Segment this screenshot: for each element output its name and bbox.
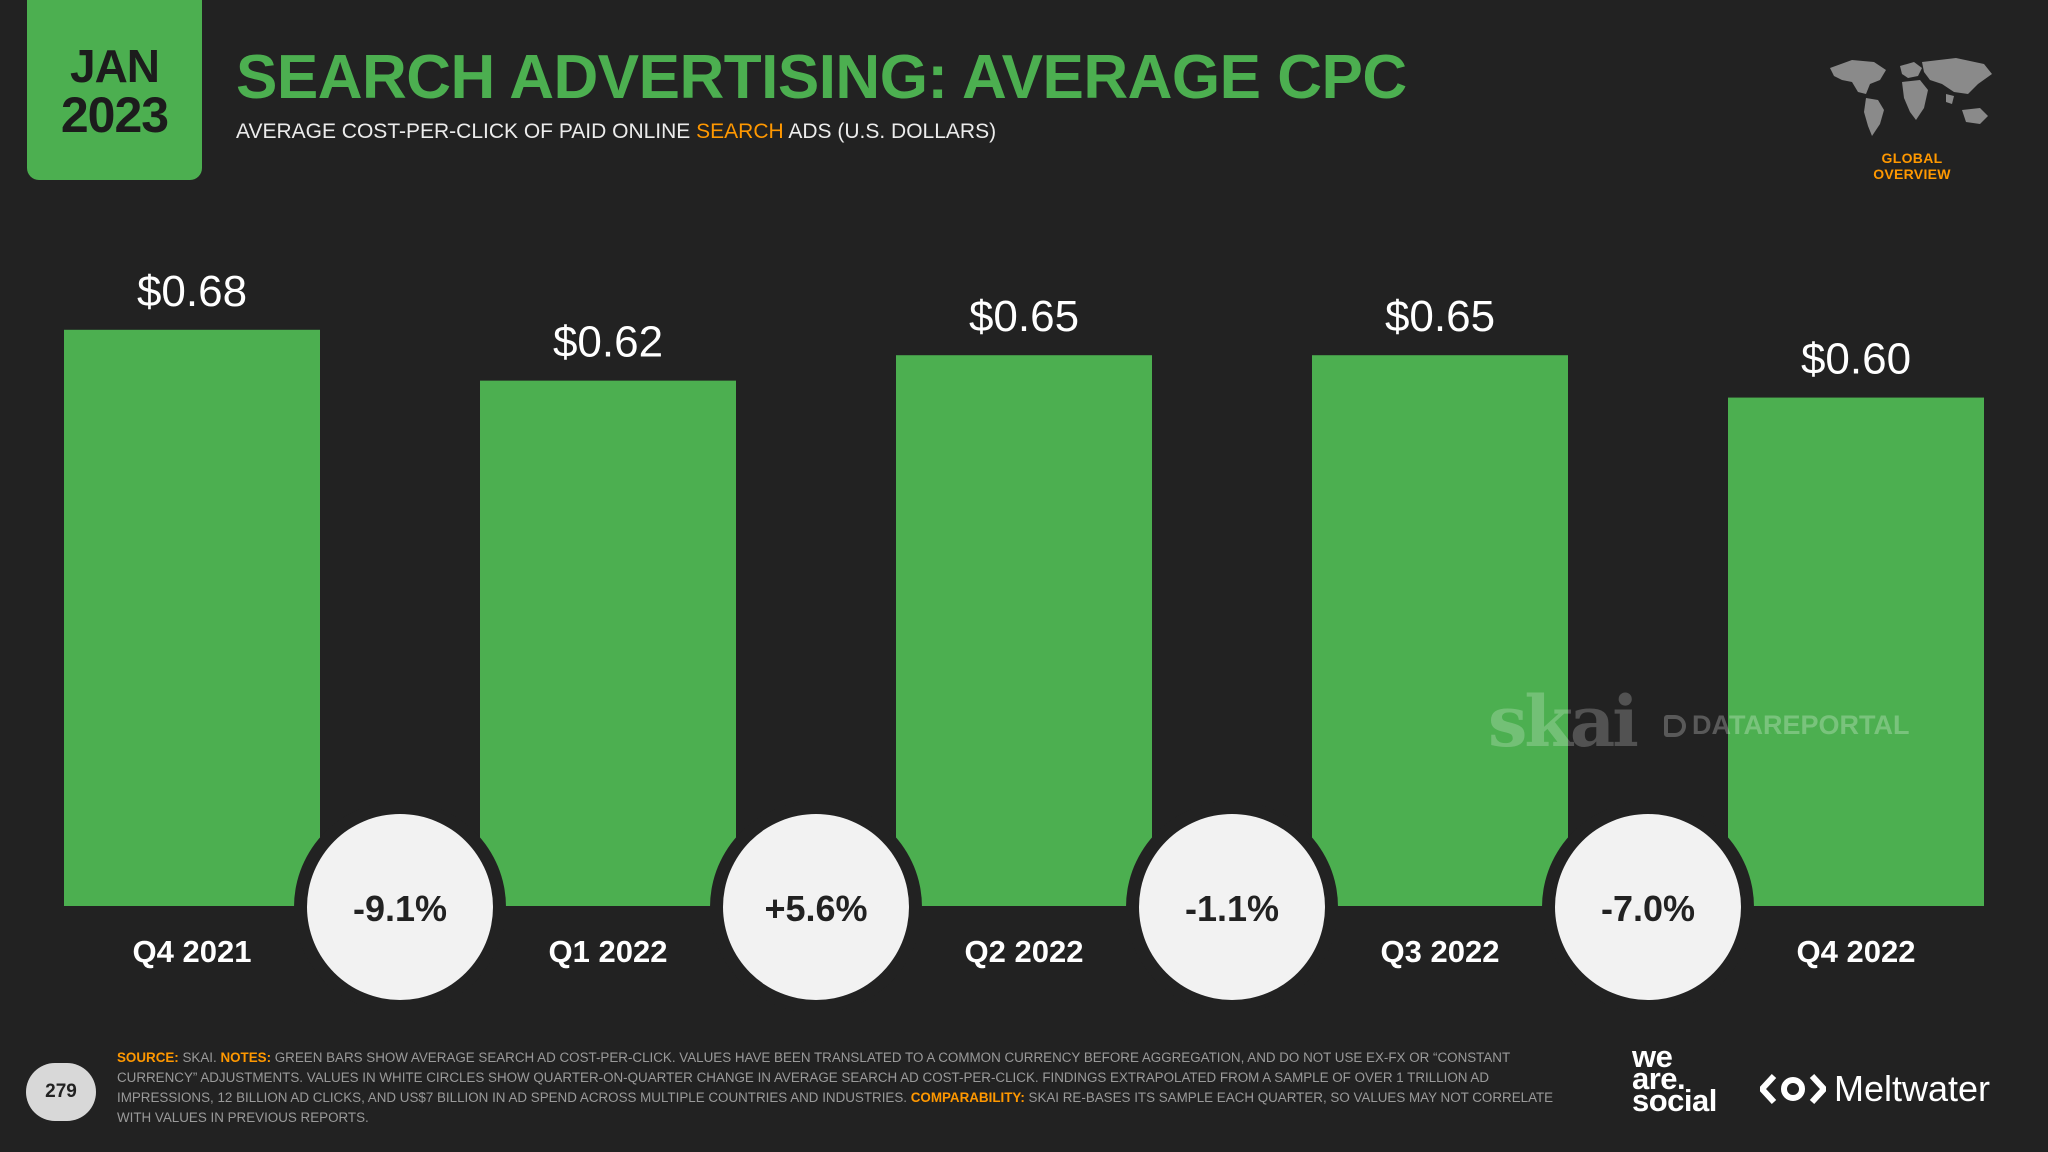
we-are-social-logo: we are. social bbox=[1632, 1039, 1717, 1118]
bar bbox=[1312, 355, 1568, 906]
bar bbox=[480, 380, 736, 906]
bar-value-label: $0.60 bbox=[1801, 335, 1911, 384]
date-month: JAN bbox=[69, 40, 160, 93]
subtitle-highlight: SEARCH bbox=[696, 120, 784, 143]
brand-are: are. bbox=[1632, 1061, 1686, 1096]
skai-watermark: skai bbox=[1488, 680, 1639, 763]
notes-text: GREEN BARS SHOW AVERAGE SEARCH AD COST-P… bbox=[117, 1050, 1510, 1105]
change-label: -9.1% bbox=[353, 888, 447, 929]
meltwater-logo: Meltwater bbox=[1760, 1068, 1990, 1110]
page-number: 279 bbox=[26, 1063, 96, 1121]
bar bbox=[1728, 397, 1984, 906]
brand-meltwater: Meltwater bbox=[1834, 1068, 1991, 1109]
category-label: Q4 2021 bbox=[133, 934, 252, 969]
change-label: +5.6% bbox=[764, 888, 867, 929]
comparability-key: COMPARABILITY: bbox=[910, 1090, 1025, 1105]
source-key: SOURCE: bbox=[117, 1050, 179, 1065]
bar-value-label: $0.65 bbox=[969, 292, 1079, 341]
change-circle bbox=[1139, 814, 1325, 1000]
page-title: SEARCH ADVERTISING: AVERAGE CPC bbox=[236, 43, 1407, 112]
page-subtitle: AVERAGE COST-PER-CLICK OF PAID ONLINE SE… bbox=[236, 120, 996, 144]
subtitle-post: ADS (U.S. DOLLARS) bbox=[783, 120, 997, 143]
section-label: GLOBAL OVERVIEW bbox=[1873, 150, 1951, 182]
footnote: SOURCE: SKAI. NOTES: GREEN BARS SHOW AVE… bbox=[117, 1048, 1577, 1128]
category-label: Q4 2022 bbox=[1797, 934, 1916, 969]
bar-value-label: $0.65 bbox=[1385, 292, 1495, 341]
notes-key: NOTES: bbox=[220, 1050, 272, 1065]
bar bbox=[896, 355, 1152, 906]
bar-value-label: $0.62 bbox=[553, 318, 663, 367]
change-circle bbox=[1555, 814, 1741, 1000]
brand-we: we bbox=[1632, 1039, 1673, 1074]
bar bbox=[64, 329, 320, 907]
datareportal-watermark: DATAREPORTAL bbox=[1664, 710, 1909, 741]
world-map-icon bbox=[1830, 58, 1992, 136]
category-label: Q3 2022 bbox=[1381, 934, 1500, 969]
datareportal-text: DATAREPORTAL bbox=[1692, 710, 1910, 740]
change-circle bbox=[307, 814, 493, 1000]
brand-social: social bbox=[1632, 1083, 1717, 1118]
meltwater-logo-icon bbox=[1760, 1073, 1826, 1105]
source-text: SKAI. bbox=[178, 1050, 221, 1065]
change-circle bbox=[723, 814, 909, 1000]
bar-value-label: $0.68 bbox=[137, 267, 247, 316]
category-label: Q2 2022 bbox=[965, 934, 1084, 969]
comparability-text: SKAI RE-BASES ITS SAMPLE EACH QUARTER, S… bbox=[117, 1090, 1554, 1125]
date-badge: JAN 2023 bbox=[27, 0, 202, 180]
change-label: -7.0% bbox=[1601, 888, 1695, 929]
change-label: -1.1% bbox=[1185, 888, 1279, 929]
category-label: Q1 2022 bbox=[549, 934, 668, 969]
subtitle-pre: AVERAGE COST-PER-CLICK OF PAID ONLINE bbox=[236, 120, 697, 143]
date-year: 2023 bbox=[60, 86, 169, 143]
datareportal-icon bbox=[1664, 715, 1686, 737]
